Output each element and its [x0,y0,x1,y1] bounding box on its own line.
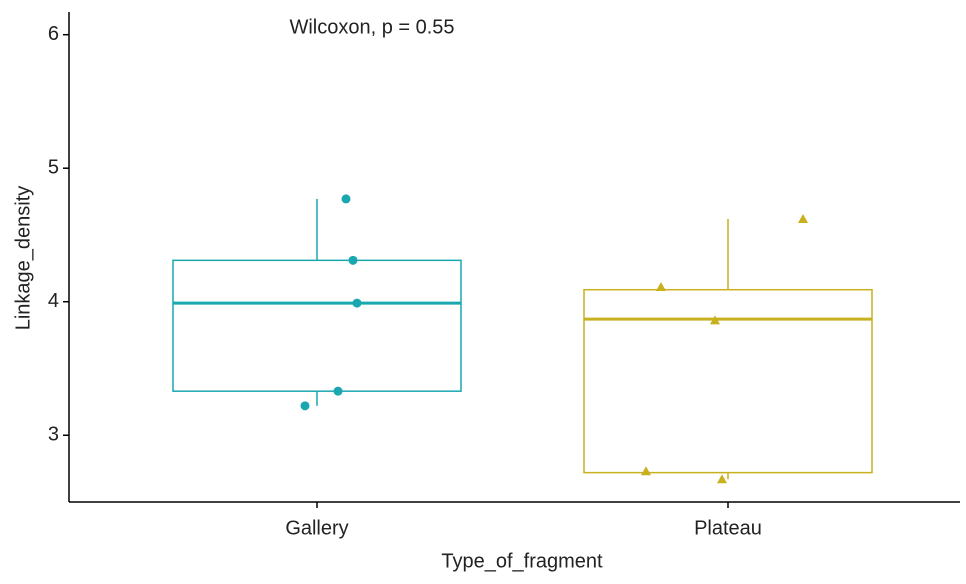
annotation: Wilcoxon, p = 0.55 [289,16,454,38]
point [352,298,362,308]
point [300,401,310,411]
y-tick-label: 4 [48,290,59,312]
point [656,282,666,292]
y-tick-label: 5 [48,156,59,178]
x-tick-label: Gallery [285,517,348,539]
y-tick-label: 3 [48,424,59,446]
point [333,386,343,396]
point [798,213,808,223]
box [172,259,462,392]
point [710,315,720,325]
point [348,255,358,265]
x-axis-title: Type_of_fragment [441,550,603,572]
y-axis-title: Linkage_density [12,186,34,331]
y-tick-label: 6 [48,23,59,45]
box [583,288,873,474]
point [341,194,351,204]
point [641,466,651,476]
x-tick-label: Plateau [694,517,762,539]
point [717,474,727,484]
